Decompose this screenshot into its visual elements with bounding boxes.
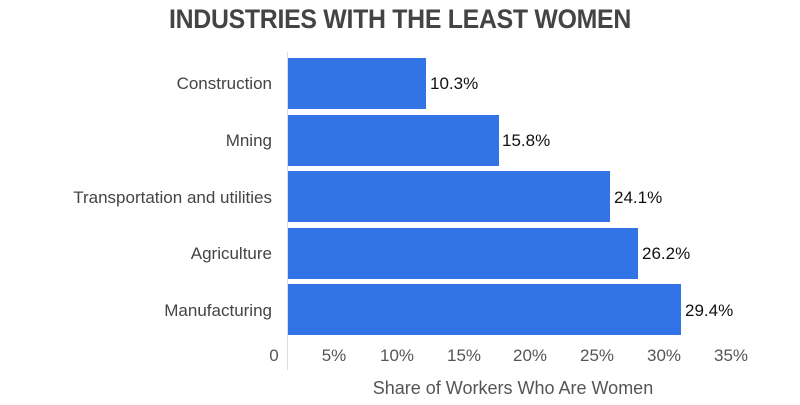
x-axis-label: Share of Workers Who Are Women: [372, 378, 654, 398]
category-label: Mning: [225, 131, 272, 150]
category-label: Transportation and utilities: [73, 188, 272, 207]
bar-construction: [288, 58, 426, 109]
y-axis-line: [287, 52, 288, 370]
x-tick: 25%: [579, 346, 615, 365]
value-label: 10.3%: [430, 74, 479, 93]
x-tick: 5%: [321, 346, 347, 365]
category-label: Manufacturing: [164, 301, 272, 320]
category-label: Construction: [176, 74, 272, 93]
category-label: Agriculture: [190, 244, 272, 263]
x-tick: 30%: [646, 346, 682, 365]
x-tick: 20%: [512, 346, 548, 365]
x-tick: 10%: [379, 346, 415, 365]
x-tick: 0: [269, 346, 279, 365]
value-label: 29.4%: [685, 301, 734, 320]
value-label: 24.1%: [614, 188, 663, 207]
value-label: 15.8%: [502, 131, 551, 150]
chart-title: INDUSTRIES WITH THE LEAST WOMEN: [168, 4, 632, 34]
bar-agriculture: [288, 228, 638, 279]
bar-mining: [288, 115, 499, 166]
x-tick: 35%: [713, 346, 749, 365]
value-label: 26.2%: [642, 244, 691, 263]
bar-transportation: [288, 171, 610, 222]
bar-manufacturing: [288, 284, 681, 335]
x-tick: 15%: [446, 346, 482, 365]
